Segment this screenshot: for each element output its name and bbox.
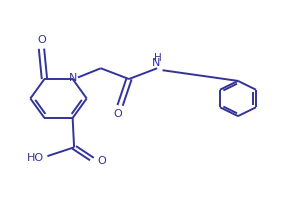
- Text: H: H: [154, 53, 162, 63]
- Text: O: O: [113, 109, 122, 119]
- Text: O: O: [37, 35, 46, 45]
- Text: HO: HO: [27, 153, 44, 163]
- Text: N: N: [69, 73, 77, 83]
- Text: O: O: [97, 156, 106, 166]
- Text: N: N: [151, 58, 160, 68]
